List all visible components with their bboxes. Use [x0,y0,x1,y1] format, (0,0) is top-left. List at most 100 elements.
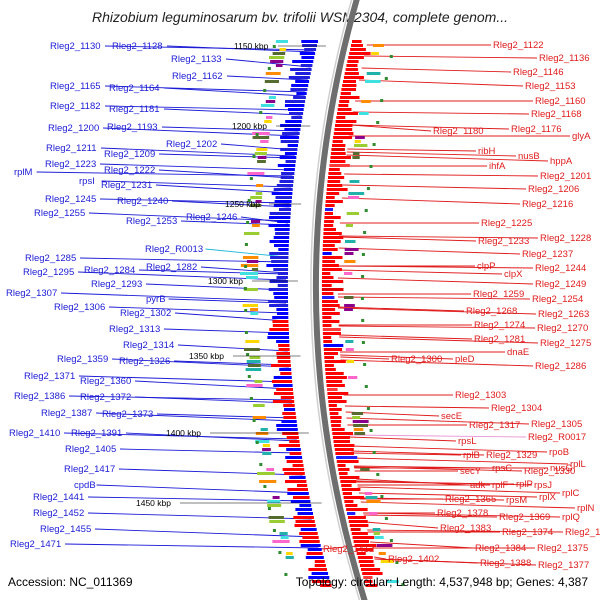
tick-label: 1450 kbp [136,498,171,508]
tick-label: 1150 kbp [234,41,269,51]
gene-feature-forward [332,140,343,143]
gene-feature-forward [351,44,363,47]
leader-line-right [361,67,512,73]
gene-feature-annotation [242,256,259,259]
gene-label-right: Rleg2_1216 [522,199,573,210]
gene-feature-reverse [277,164,296,167]
gene-feature-forward [365,584,378,587]
gene-feature-forward [354,544,377,547]
gene-feature-forward [324,356,334,359]
gene-feature-reverse [284,152,297,155]
gene-feature-reverse [278,348,290,351]
gc-marker [366,187,370,190]
leader-line-left [163,328,287,334]
gene-feature-reverse [297,484,308,487]
leader-line-right [358,492,538,498]
gene-feature-reverse [295,508,313,511]
leader-line-left [36,171,293,177]
gene-feature-reverse [286,460,303,463]
gc-marker [243,287,247,290]
gene-feature-reverse [283,168,295,171]
gene-label-right: Rleg2_1378 [437,508,488,519]
leader-line-right [353,465,491,469]
gc-marker [389,539,393,542]
gene-label-left: Rleg2_1181 [109,104,160,115]
gene-feature-forward [339,100,350,103]
gene-label-right: rpoB [549,447,569,458]
gene-label-left: Rleg2_1359 [57,354,108,365]
gene-feature-annotation [286,552,293,555]
gene-feature-forward [348,56,364,59]
gc-marker [272,529,276,532]
gene-label-left: Rleg2_1405 [65,444,116,455]
gene-label-right: glyA [572,131,591,142]
gc-marker [255,133,259,136]
gene-feature-reverse [271,380,293,383]
gene-feature-reverse [276,356,291,359]
leader-line-right [359,497,505,501]
leader-line-left [173,360,289,366]
gene-feature-annotation [270,60,284,63]
tick-label: 1300 kbp [208,276,243,286]
gene-feature-forward [348,520,368,523]
gene-feature-reverse [270,256,289,259]
gc-marker [278,551,282,554]
gene-label-right: Rleg2_1206 [528,184,579,195]
leader-line-right [374,558,537,566]
gene-feature-reverse [306,552,323,555]
gene-feature-reverse [273,204,292,207]
gene-feature-forward [341,484,352,487]
gene-feature-forward [322,296,335,299]
gene-feature-annotation [373,44,384,47]
gene-label-right: Rleg2_1201 [540,171,591,182]
leader-line-right [349,436,457,442]
gene-label-right: Rleg2_1281 [474,334,525,345]
leader-line-right [370,541,474,549]
gene-feature-reverse [289,476,306,479]
leader-line-right [338,269,503,275]
gene-feature-reverse [282,468,305,471]
gene-feature-forward [352,536,375,539]
gc-marker [263,485,267,488]
accession-text: Accession: NC_011369 [8,575,133,589]
gene-feature-forward [363,576,373,579]
gene-feature-reverse [284,472,305,475]
gene-feature-reverse [300,64,313,67]
gene-feature-forward [327,396,342,399]
gene-feature-annotation [374,536,384,539]
gene-feature-reverse [271,192,293,195]
leader-line-right [342,184,527,190]
gene-label-right: Rleg2_1286 [535,361,586,372]
gene-label-left: Rleg2_1193 [107,122,158,133]
gene-label-left: Rleg2_1255 [34,208,85,219]
leader-line-left [168,298,287,304]
gene-feature-forward [323,240,341,243]
gene-feature-annotation [352,156,360,159]
leader-line-left [200,266,287,274]
gene-feature-forward [329,160,346,163]
gene-feature-annotation [349,180,360,183]
gc-marker [376,121,380,124]
gene-label-right: Rleg2_1228 [540,233,591,244]
gene-label-left: Rleg2_1282 [146,262,197,273]
gene-feature-forward [335,452,354,455]
gene-feature-forward [328,404,337,407]
gene-feature-reverse [282,132,300,135]
genome-backbone [312,0,368,600]
gene-feature-forward [338,472,348,475]
gc-marker [369,429,373,432]
gene-feature-reverse [293,496,310,499]
gene-feature-annotation [245,340,260,343]
gene-label-left: rpsI [79,176,95,187]
gene-label-right: Rleg2_1237 [522,249,573,260]
tick-label: 1400 kbp [166,428,201,438]
gene-feature-forward [332,432,353,435]
gene-feature-reverse [285,120,302,123]
gene-feature-forward [328,176,345,179]
gene-feature-annotation [255,192,263,195]
gene-labels: Rleg2_1130 Rleg2_1128 Rleg2_1133 Rleg2_1162… [6,40,600,571]
gene-label-left: Rleg2_1182 [50,101,101,112]
gene-feature-forward [323,228,336,231]
gene-feature-forward [338,104,349,107]
